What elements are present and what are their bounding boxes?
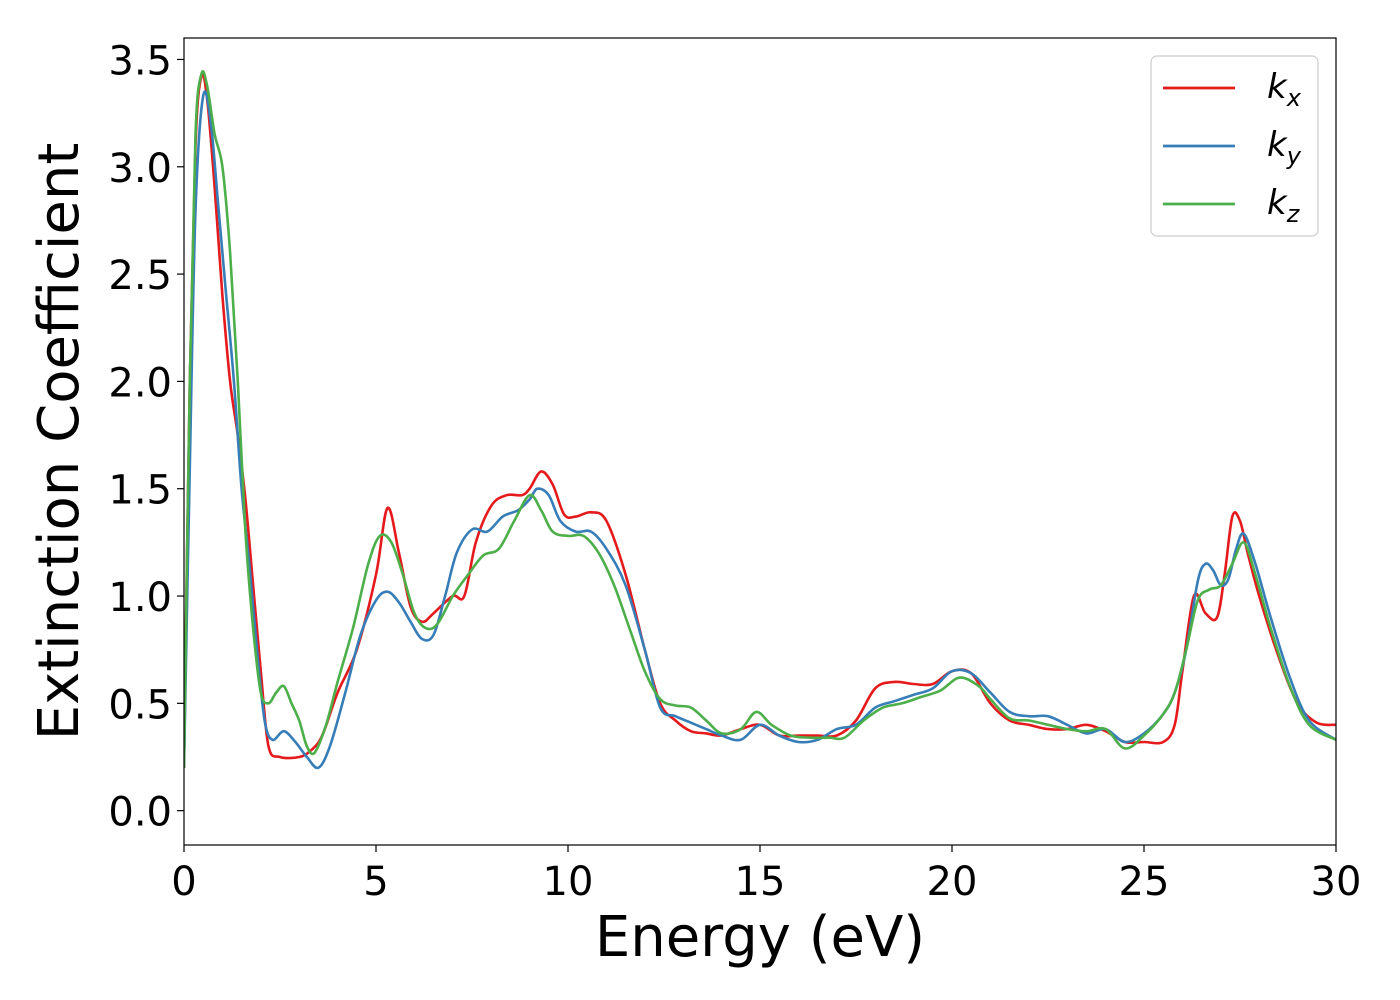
x-tick-label: 0 — [171, 859, 196, 905]
y-tick-label: 0.5 — [108, 682, 172, 728]
y-tick-label: 1.0 — [108, 575, 172, 621]
x-tick-label: 20 — [927, 859, 978, 905]
series-layer — [184, 70, 1336, 770]
y-axis-label: Extinction Coefficient — [27, 143, 92, 741]
y-tick-label: 1.5 — [108, 468, 172, 514]
y-tick-label: 2.5 — [108, 253, 172, 299]
legend-label: kz — [1267, 183, 1301, 228]
legend-label: kx — [1267, 67, 1302, 112]
y-tick-label: 3.5 — [108, 38, 172, 84]
legend-label: ky — [1267, 125, 1302, 170]
x-tick-label: 25 — [1119, 859, 1170, 905]
x-tick-label: 10 — [543, 859, 594, 905]
legend: kx ky kz — [1150, 55, 1319, 237]
axes-layer: 0 5 10 15 20 25 30 0.0 0.5 1.0 1.5 2.0 2.5 3.0 3.5 — [108, 38, 1361, 905]
x-tick-label: 30 — [1311, 859, 1362, 905]
y-tick-label: 0.0 — [108, 790, 172, 836]
x-tick-label: 5 — [363, 859, 388, 905]
x-tick-label: 15 — [735, 859, 786, 905]
y-tick-label: 2.0 — [108, 360, 172, 406]
x-axis-label: Energy (eV) — [595, 905, 925, 970]
y-tick-label: 3.0 — [108, 146, 172, 192]
series-line-kz — [184, 70, 1336, 768]
